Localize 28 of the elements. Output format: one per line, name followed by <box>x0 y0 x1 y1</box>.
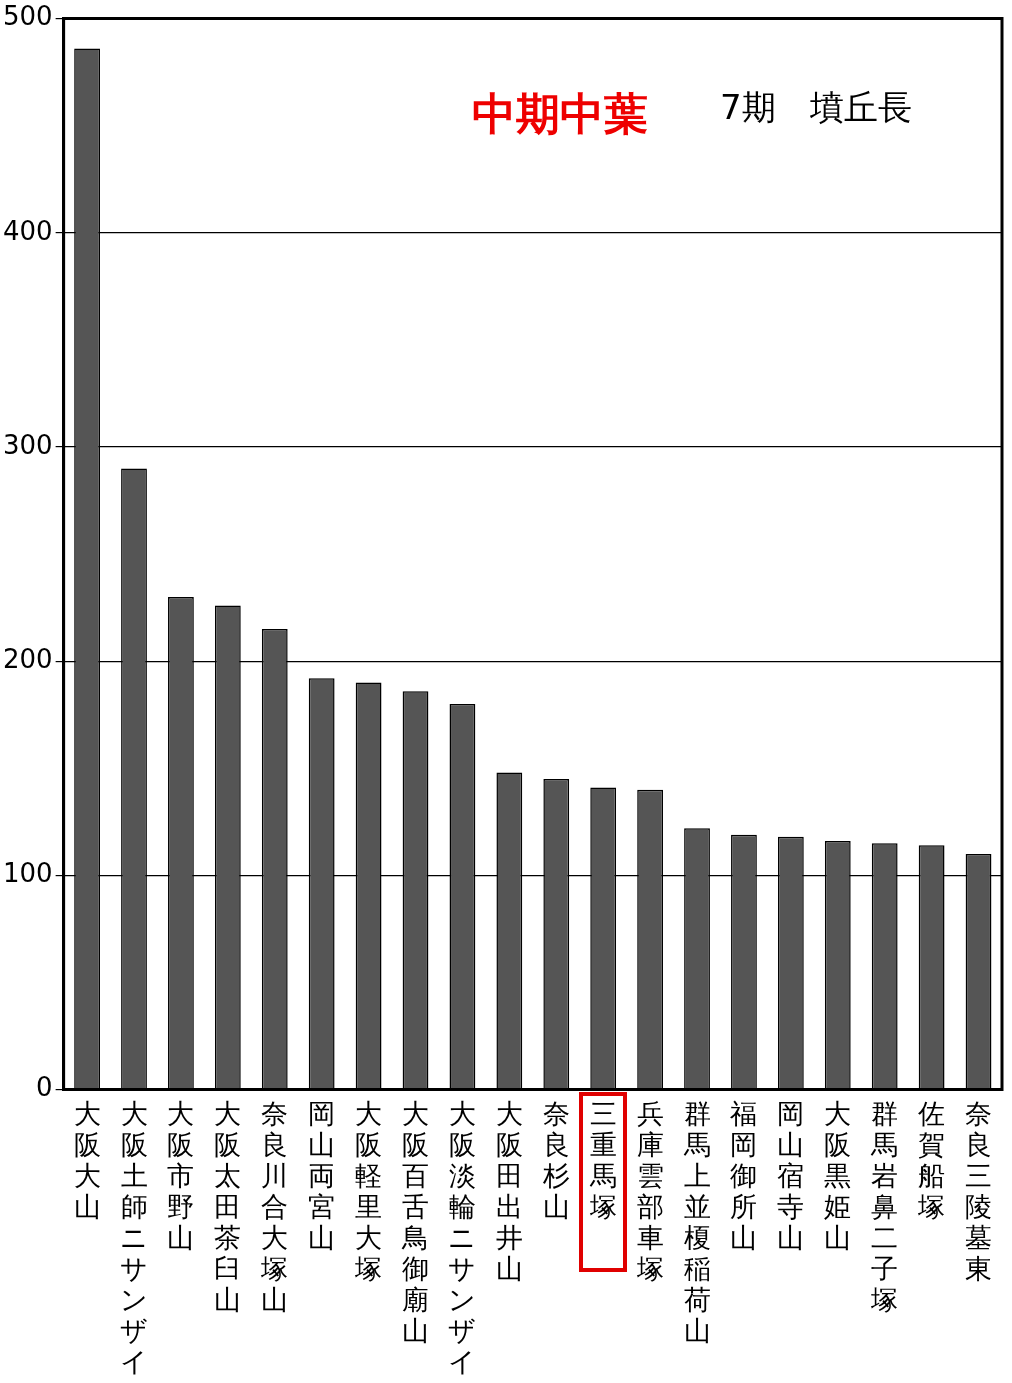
x-tick-label: 三重馬塚 <box>588 1098 617 1223</box>
x-tick-label: 大阪田出井山 <box>495 1098 523 1285</box>
text: 7期 墳丘長 <box>720 86 912 127</box>
x-tick-label: 大阪市野山 <box>167 1098 195 1254</box>
x-tick-label: 大阪太田茶臼山 <box>214 1098 242 1316</box>
x-tick-label: 奈良三陵墓東 <box>965 1098 993 1285</box>
y-tick-label: 0 <box>36 1072 53 1103</box>
text: 中期中葉 <box>472 88 648 140</box>
y-tick-label: 500 <box>2 1 53 32</box>
x-tick-label: 佐賀船塚 <box>917 1098 946 1223</box>
y-tick-label: 400 <box>2 215 53 246</box>
x-tick-label: 大阪百舌鳥御廟山 <box>401 1098 430 1347</box>
x-tick-label: 群馬上並榎稲荷山 <box>682 1098 711 1347</box>
x-tick-label: 大阪黒姫山 <box>824 1098 852 1254</box>
x-tick-label: 兵庫雲部車塚 <box>635 1098 664 1285</box>
category-label: 大阪土師ニサンザイ <box>120 1098 148 1378</box>
x-tick-label: 奈良川合大塚山 <box>260 1098 289 1316</box>
x-tick-label: 福岡御所山 <box>730 1098 758 1254</box>
y-tick-label: 100 <box>2 858 53 889</box>
x-tick-label: 大阪軽里大塚 <box>354 1098 383 1285</box>
y-tick-label: 300 <box>2 429 53 460</box>
x-tick-label: 奈良杉山 <box>541 1098 570 1223</box>
x-tick-label: 岡山宿寺山 <box>777 1098 805 1254</box>
x-tick-label: 大阪大山 <box>73 1098 101 1223</box>
x-tick-label: 岡山両宮山 <box>308 1098 336 1254</box>
x-tick-label: 群馬岩鼻二子塚 <box>870 1098 899 1316</box>
y-tick-label: 200 <box>2 643 53 674</box>
category-label: 大阪淡輪ニサンザイ <box>448 1098 477 1378</box>
